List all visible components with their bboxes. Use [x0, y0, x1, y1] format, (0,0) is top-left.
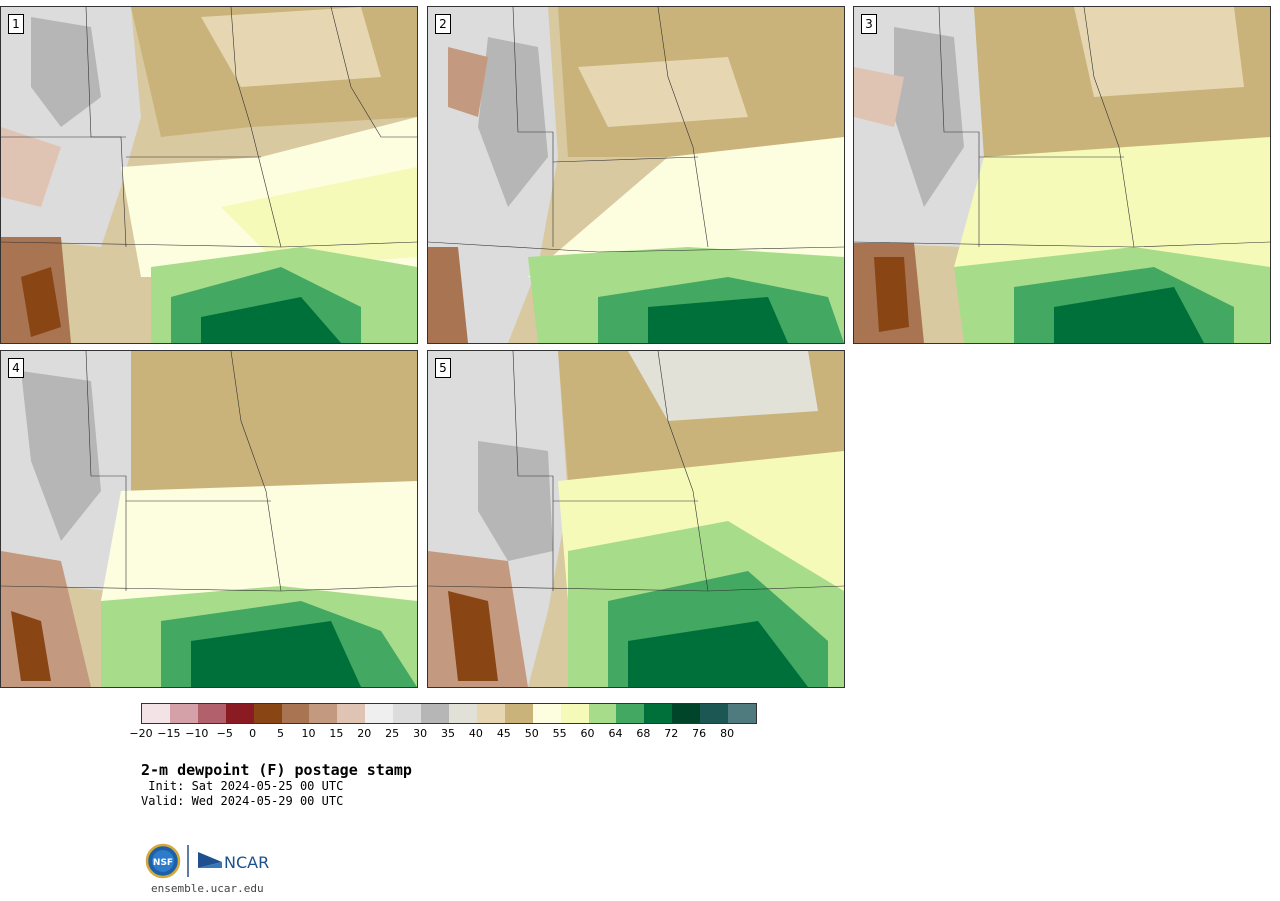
colorbar-tick-label: 55: [552, 727, 567, 740]
colorbar-tick-label: 50: [524, 727, 539, 740]
colorbar-tick-label: 76: [692, 727, 707, 740]
colorbar-swatch: [476, 704, 505, 723]
colorbar-swatch: [644, 704, 673, 723]
logo: NSF NCAR: [144, 842, 274, 880]
colorbar-swatch: [728, 704, 756, 723]
colorbar-tick-label: −5: [216, 727, 233, 740]
colorbar-tick-label: 72: [664, 727, 679, 740]
colorbar-swatch: [197, 704, 226, 723]
colorbar-swatch: [588, 704, 617, 723]
map-panel-5: 5: [427, 350, 845, 688]
colorbar-tick-label: 60: [580, 727, 595, 740]
colorbar-tick-label: 0: [249, 727, 257, 740]
colorbar-swatch: [532, 704, 561, 723]
colorbar-tick-label: 68: [636, 727, 651, 740]
panel-number: 4: [8, 358, 24, 378]
map-panel-3: 3: [853, 6, 1271, 344]
colorbar-tick-label: 10: [301, 727, 316, 740]
colorbar: [141, 703, 757, 724]
chart-title: 2-m dewpoint (F) postage stamp: [141, 761, 412, 779]
colorbar-tick-label: 20: [357, 727, 372, 740]
colorbar-swatch: [672, 704, 701, 723]
dewpoint-map: [428, 351, 844, 687]
colorbar-tick-label: −15: [157, 727, 181, 740]
colorbar-tick-label: −20: [129, 727, 153, 740]
colorbar-swatch: [225, 704, 254, 723]
colorbar-tick-label: 64: [608, 727, 623, 740]
colorbar-tick-label: −10: [185, 727, 209, 740]
dewpoint-map: [428, 7, 844, 343]
nsf-ncar-logo: NSF NCAR: [145, 843, 269, 879]
colorbar-swatch: [337, 704, 366, 723]
dewpoint-map: [1, 7, 417, 343]
map-panel-2: 2: [427, 6, 845, 344]
colorbar-swatch: [616, 704, 645, 723]
colorbar-tick-label: 40: [468, 727, 483, 740]
colorbar-swatch: [281, 704, 310, 723]
panel-number: 5: [435, 358, 451, 378]
colorbar-swatch: [393, 704, 422, 723]
dewpoint-map: [854, 7, 1270, 343]
dewpoint-map: [1, 351, 417, 687]
colorbar-swatch: [448, 704, 477, 723]
init-time: Init: Sat 2024-05-25 00 UTC: [141, 779, 344, 793]
colorbar-swatch: [253, 704, 282, 723]
colorbar-swatch: [365, 704, 394, 723]
panel-number: 2: [435, 14, 451, 34]
panel-number: 1: [8, 14, 24, 34]
site-url[interactable]: ensemble.ucar.edu: [151, 882, 264, 895]
colorbar-tick-label: 5: [277, 727, 285, 740]
colorbar-swatch: [700, 704, 729, 723]
colorbar-tick-label: 80: [720, 727, 735, 740]
colorbar-tick-label: 25: [385, 727, 400, 740]
colorbar-swatch: [309, 704, 338, 723]
map-panel-4: 4: [0, 350, 418, 688]
ncar-logo-text: NCAR: [224, 853, 269, 872]
colorbar-tick-label: 35: [441, 727, 455, 740]
colorbar-swatch: [560, 704, 589, 723]
colorbar-tick-label: 45: [496, 727, 511, 740]
colorbar-tick-label: 15: [329, 727, 344, 740]
valid-time: Valid: Wed 2024-05-29 00 UTC: [141, 794, 344, 808]
colorbar-swatch: [142, 704, 170, 723]
colorbar-ticks: −20 −15 −10 −5 0 5 10 15 20 25 30 35 40 45 50 55 60 64 68 7…: [129, 727, 755, 743]
colorbar-swatch: [504, 704, 533, 723]
nsf-logo-text: NSF: [153, 858, 173, 868]
map-panel-1: 1: [0, 6, 418, 344]
colorbar-swatch: [421, 704, 449, 723]
colorbar-tick-label: 30: [413, 727, 428, 740]
colorbar-swatch: [169, 704, 198, 723]
panel-number: 3: [861, 14, 877, 34]
